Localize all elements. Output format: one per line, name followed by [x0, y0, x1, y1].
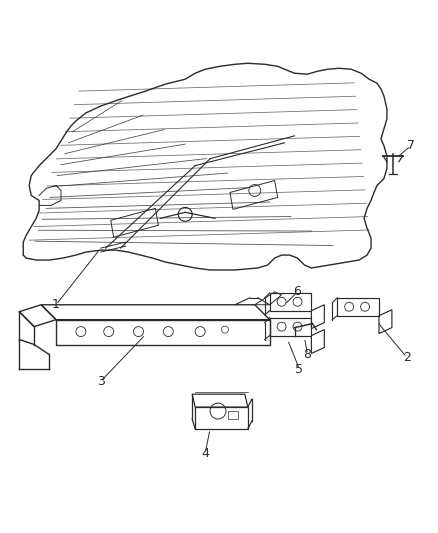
Text: 7: 7 [406, 139, 414, 152]
Text: 8: 8 [303, 348, 311, 361]
Text: 1: 1 [52, 298, 60, 311]
Text: 6: 6 [293, 285, 301, 298]
Text: 2: 2 [402, 351, 410, 364]
Text: 5: 5 [295, 363, 303, 376]
Text: 3: 3 [97, 375, 104, 388]
Text: 4: 4 [201, 447, 208, 461]
